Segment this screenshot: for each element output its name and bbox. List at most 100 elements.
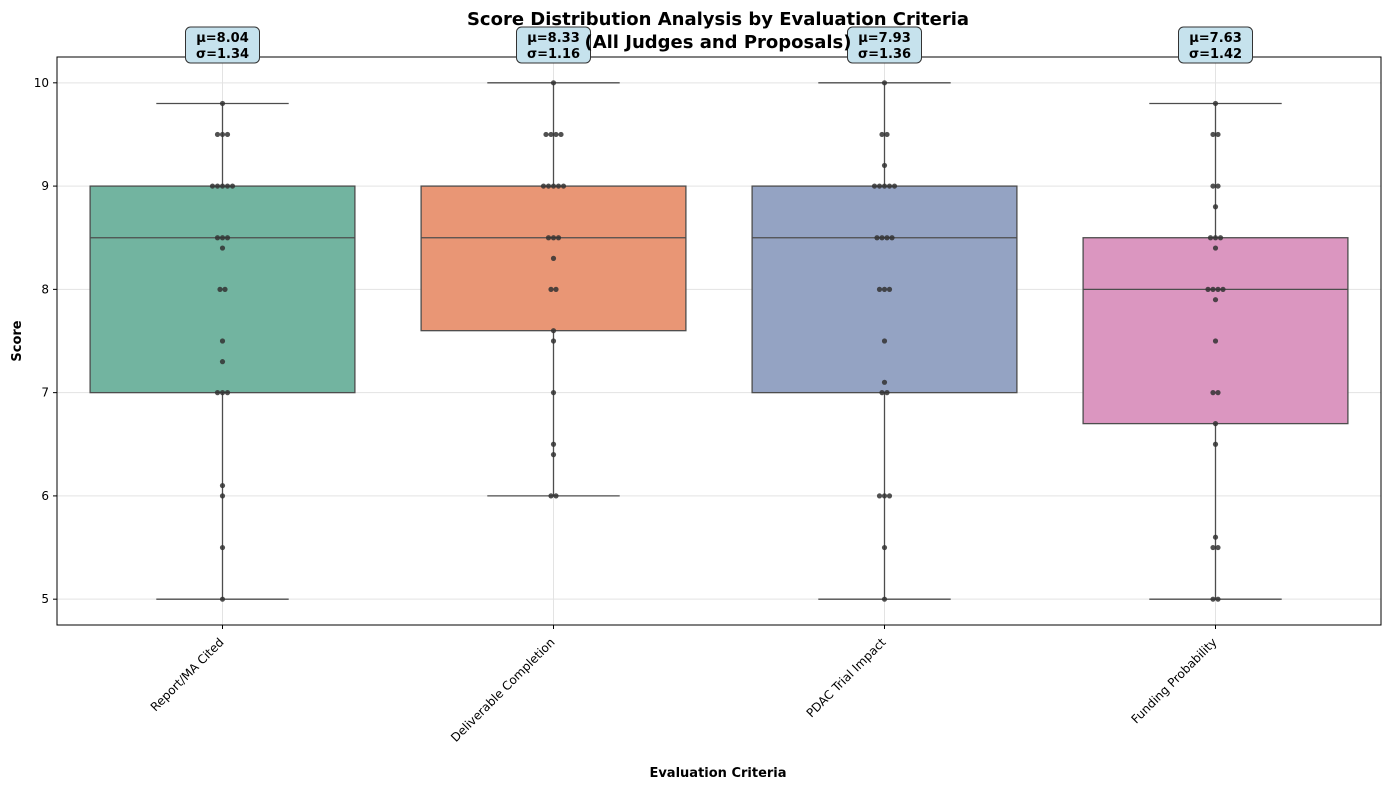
std-label: σ=1.34 [196,47,249,62]
data-point [1205,286,1211,292]
data-point [219,596,226,602]
mean-label: μ=7.63 [1189,31,1242,46]
data-point [1210,131,1216,138]
data-point [881,183,888,189]
data-point [881,596,888,602]
data-point [550,328,557,334]
chart-title-line-2: (All Judges and Proposals) [584,32,851,53]
data-point [550,255,557,261]
data-point [219,544,226,551]
data-point [1212,245,1219,251]
data-point [886,286,893,292]
data-point [881,544,888,551]
data-point [1212,534,1219,540]
data-point [884,390,890,396]
data-point [550,441,557,447]
x-tick-label: PDAC Trial Impact [804,635,889,720]
data-point [219,245,226,251]
data-point [1210,390,1216,396]
data-point [548,493,554,499]
data-point [219,131,226,138]
data-point [550,452,557,458]
data-point [881,338,888,344]
data-point [553,131,559,138]
data-point [1212,441,1219,447]
box-iqr [1082,237,1349,425]
point-layer [209,80,1226,602]
data-point [1215,544,1221,551]
data-point [881,80,888,86]
box-layer [89,82,1349,600]
data-point [545,183,552,189]
std-label: σ=1.36 [858,47,911,62]
data-point [874,235,880,241]
data-point [889,235,895,241]
y-tick-label: 6 [41,489,49,503]
data-point [543,131,549,138]
data-point [879,235,885,241]
mean-label: μ=8.33 [527,31,580,46]
x-tick-label: Funding Probability [1128,635,1219,726]
data-point [224,183,231,189]
x-tick-label: Deliverable Completion [448,635,558,745]
data-point [550,338,557,344]
data-point [229,183,236,189]
data-point [881,379,888,385]
data-point [1210,596,1216,602]
data-point [1215,286,1221,292]
data-point [219,235,226,241]
y-axis-label: Score [10,320,25,361]
data-point [219,359,226,365]
data-point [891,183,898,189]
data-point [1215,131,1221,138]
y-tick-label: 7 [41,386,49,400]
data-point [1210,286,1216,292]
data-point [219,390,226,396]
stat-label-box [847,26,922,64]
mean-label: μ=7.93 [858,31,911,46]
data-point [553,493,559,499]
data-point [876,286,883,292]
data-point [545,235,552,241]
data-point [876,183,883,189]
data-point [1215,183,1221,189]
data-point [1210,544,1216,551]
data-point [219,100,226,107]
data-point [548,286,554,292]
data-point [558,131,564,138]
data-point [1215,596,1221,602]
data-point [1220,286,1226,292]
data-point [560,183,567,189]
data-point [553,286,559,292]
data-point [219,338,226,344]
mean-label: μ=8.04 [196,31,249,46]
data-point [1215,390,1221,396]
data-point [1212,421,1219,427]
data-point [548,131,554,138]
data-point [1212,100,1219,107]
data-point [1212,338,1219,344]
stat-label-box [185,26,260,64]
data-point [219,493,226,499]
data-point [224,131,231,138]
data-point [876,493,883,499]
x-tick-label: Report/MA Cited [148,635,227,714]
data-point [550,183,557,189]
data-point [540,183,547,189]
data-point [1212,297,1219,303]
data-point [886,493,893,499]
data-point [214,183,221,189]
data-point [1207,235,1214,241]
data-point [550,390,557,396]
std-label: σ=1.42 [1189,47,1242,62]
data-point [214,390,221,396]
data-point [550,235,557,241]
data-point [224,235,231,241]
data-point [884,131,890,138]
stat-label-layer: μ=8.04σ=1.34 μ=8.33σ=1.16 μ=7.93σ=1.36 μ=7.… [185,26,1253,64]
data-point [555,183,562,189]
data-point [214,131,221,138]
data-point [219,183,226,189]
